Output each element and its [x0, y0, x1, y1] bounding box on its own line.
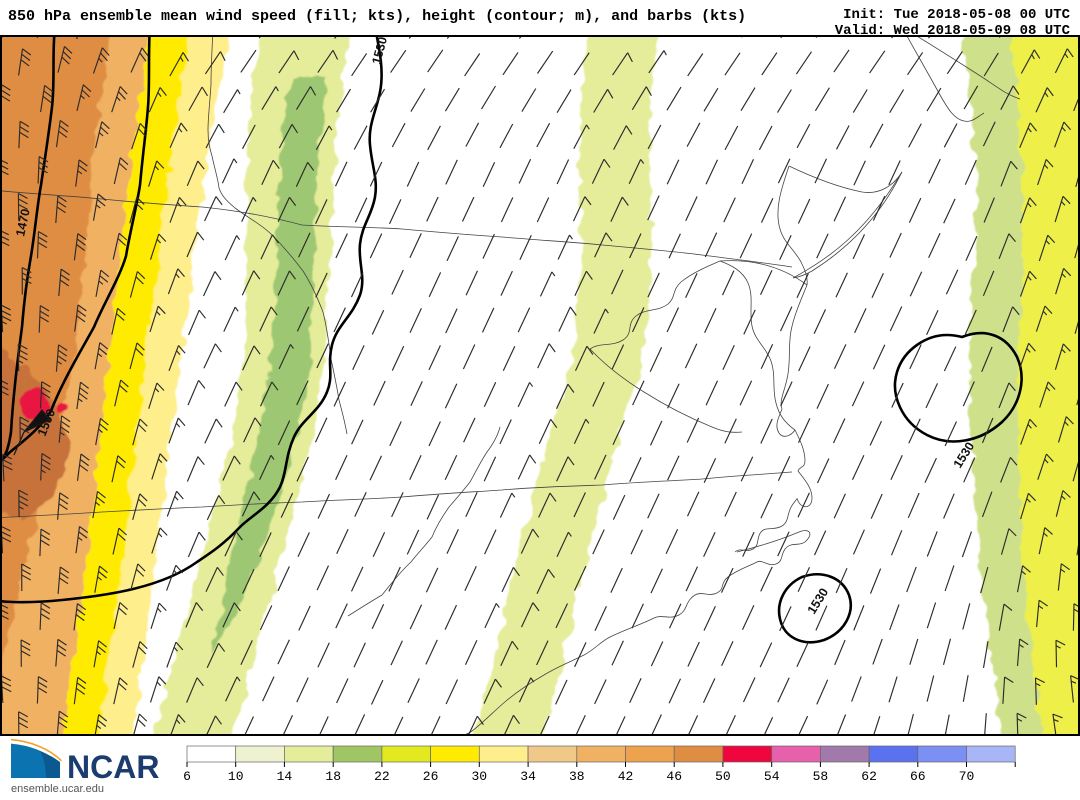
svg-text:42: 42: [618, 769, 634, 784]
svg-text:ensemble.ucar.edu: ensemble.ucar.edu: [11, 783, 104, 795]
svg-text:26: 26: [423, 769, 439, 784]
svg-text:46: 46: [666, 769, 682, 784]
svg-text:6: 6: [183, 769, 191, 784]
svg-text:22: 22: [374, 769, 390, 784]
svg-text:18: 18: [325, 769, 341, 784]
svg-text:14: 14: [277, 769, 293, 784]
svg-text:62: 62: [861, 769, 877, 784]
svg-text:50: 50: [715, 769, 731, 784]
svg-text:38: 38: [569, 769, 585, 784]
svg-text:58: 58: [813, 769, 829, 784]
svg-text:10: 10: [228, 769, 244, 784]
svg-text:54: 54: [764, 769, 780, 784]
svg-text:30: 30: [471, 769, 487, 784]
svg-text:70: 70: [959, 769, 975, 784]
svg-text:NCAR: NCAR: [67, 749, 159, 785]
svg-text:34: 34: [520, 769, 536, 784]
svg-text:66: 66: [910, 769, 926, 784]
